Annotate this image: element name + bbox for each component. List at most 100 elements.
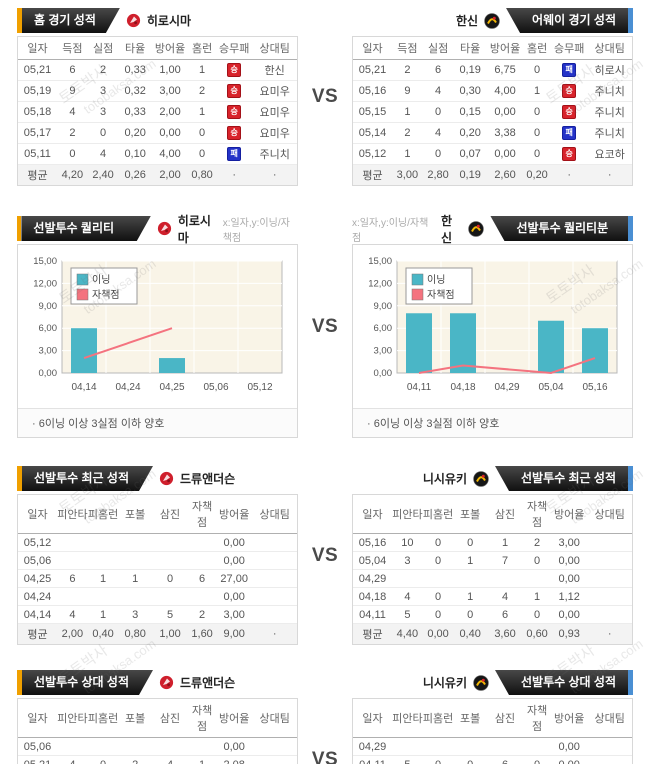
table-row: 05,16 9 4 0,30 4,00 1 승 주니치: [353, 80, 632, 102]
table-cell: 1,60: [188, 623, 217, 644]
column-header: 승무패: [551, 37, 588, 60]
legend-swatch: [76, 273, 89, 286]
table-cell: [87, 737, 119, 756]
table-cell: 2,00: [57, 623, 88, 644]
vs-divider: VS: [298, 670, 352, 764]
table-cell: 05,06: [18, 737, 58, 756]
vs-divider: VS: [298, 8, 352, 186]
table-row: 05,19 9 3 0,32 3,00 2 승 요미우: [18, 80, 297, 102]
column-header: 상대팀: [587, 37, 632, 60]
table-cell: [252, 737, 297, 756]
hiroshima-logo-icon: [159, 471, 174, 486]
table-row: 04,29 0,00: [353, 737, 632, 756]
table-cell: 05,21: [18, 755, 58, 764]
column-header: 타율: [453, 37, 487, 60]
table-cell: 0,80: [118, 623, 152, 644]
legend-swatch: [411, 288, 424, 301]
column-header: 자책점: [523, 495, 552, 534]
column-header: 포볼: [118, 495, 152, 534]
away-record-panel: 한신 어웨이 경기 성적 일자 득점 실점 타율 방어율 홈런 승무패 상대팀 05,21 2 6…: [352, 8, 633, 186]
table-cell: [453, 569, 487, 588]
away-record-table-wrap: 일자 득점 실점 타율 방어율 홈런 승무패 상대팀 05,21 2 6 0,19 6,75 0 패 히로시…: [352, 36, 633, 186]
banner-title: 선발투수 퀄리티 분석: [21, 216, 150, 241]
table-cell: 0,00: [551, 605, 588, 624]
table-cell: 0,32: [118, 80, 152, 102]
earned-runs-line: [83, 327, 173, 360]
table-cell: 1: [87, 605, 119, 624]
table-cell: 0: [453, 605, 487, 624]
table-cell: [587, 755, 632, 764]
column-header: 자책점: [188, 699, 217, 738]
team-name: 히로시마: [146, 14, 192, 28]
table-cell: 3,00: [216, 605, 253, 624]
table-cell: 04,18: [353, 587, 393, 606]
win-badge: 승: [227, 126, 242, 140]
table-cell: 0,20: [453, 122, 487, 144]
table-cell: 0,30: [453, 80, 487, 102]
table-cell: 04,14: [18, 605, 58, 624]
loss-badge: 패: [227, 147, 242, 161]
table-cell: 0,80: [188, 164, 217, 185]
table-cell: [587, 551, 632, 570]
table-cell: [587, 587, 632, 606]
table-cell: 4: [87, 143, 119, 165]
y-tick-label: 15,00: [33, 256, 57, 267]
table-cell: 6: [57, 569, 88, 588]
table-cell: 1: [523, 587, 552, 606]
table-row: 04,25 6 1 1 0 6 27,00: [18, 569, 297, 588]
table-cell: 05,14: [353, 122, 393, 144]
column-header: 득점: [57, 37, 88, 60]
column-header: 일자: [18, 37, 58, 60]
column-header: 실점: [87, 37, 119, 60]
table-cell: ·: [252, 164, 297, 185]
legend-label: 자책점: [427, 289, 455, 301]
column-header: 포볼: [453, 495, 487, 534]
hiroshima-logo-icon: [157, 221, 172, 236]
table-cell: 0: [422, 755, 454, 764]
column-header: 일자: [18, 699, 58, 738]
loss-badge: 패: [562, 63, 577, 77]
table-cell: 04,11: [353, 755, 393, 764]
table-cell: [587, 533, 632, 552]
plot-area: [396, 260, 618, 374]
average-row: 평균 3,00 2,80 0,19 2,60 0,20 · ·: [353, 164, 632, 185]
banner-title: 선발투수 최근 성적: [495, 466, 628, 491]
table-cell: 주니치: [587, 101, 632, 123]
table-cell: 04,29: [353, 569, 393, 588]
table-cell: 4: [422, 80, 454, 102]
table-cell: 2,00: [151, 164, 189, 185]
table-cell: 05,21: [353, 59, 393, 81]
pitcher-name: 니시유키: [422, 472, 467, 486]
table-cell: 0: [422, 143, 454, 165]
table-cell: [252, 533, 297, 552]
x-tick-label: 05,12: [247, 382, 272, 393]
orange-accent-bar: [17, 216, 22, 241]
table-cell: 04,24: [18, 587, 58, 606]
vs-label: VS: [311, 748, 339, 764]
hiroshima-logo-icon: [159, 675, 174, 690]
y-tick-label: 12,00: [368, 278, 392, 289]
table-cell: 승: [216, 101, 253, 123]
recent-left-banner: 선발투수 최근 성적 드류앤더슨: [17, 466, 298, 491]
table-cell: 4,00: [486, 80, 524, 102]
column-header: 삼진: [486, 699, 524, 738]
table-cell: 0: [87, 122, 119, 144]
quality-left-banner: 선발투수 퀄리티 분석 히로시마 x:일자,y:이닝/자책점: [17, 214, 298, 241]
section-quality: 선발투수 퀄리티 분석 히로시마 x:일자,y:이닝/자책점 0,00 3,00 6…: [0, 214, 650, 438]
table-cell: [87, 587, 119, 606]
table-cell: 0,00: [551, 755, 588, 764]
table-cell: 평균: [353, 623, 393, 644]
blue-accent-bar: [628, 216, 633, 241]
column-header: 삼진: [486, 495, 524, 534]
table-cell: [118, 551, 152, 570]
table-cell: [188, 737, 217, 756]
table-cell: 1,00: [151, 59, 189, 81]
column-header: 일자: [353, 37, 393, 60]
table-cell: 5: [151, 605, 189, 624]
versus-right-banner: 니시유키 선발투수 상대 성적: [352, 670, 633, 695]
x-tick-label: 04,25: [159, 382, 184, 393]
